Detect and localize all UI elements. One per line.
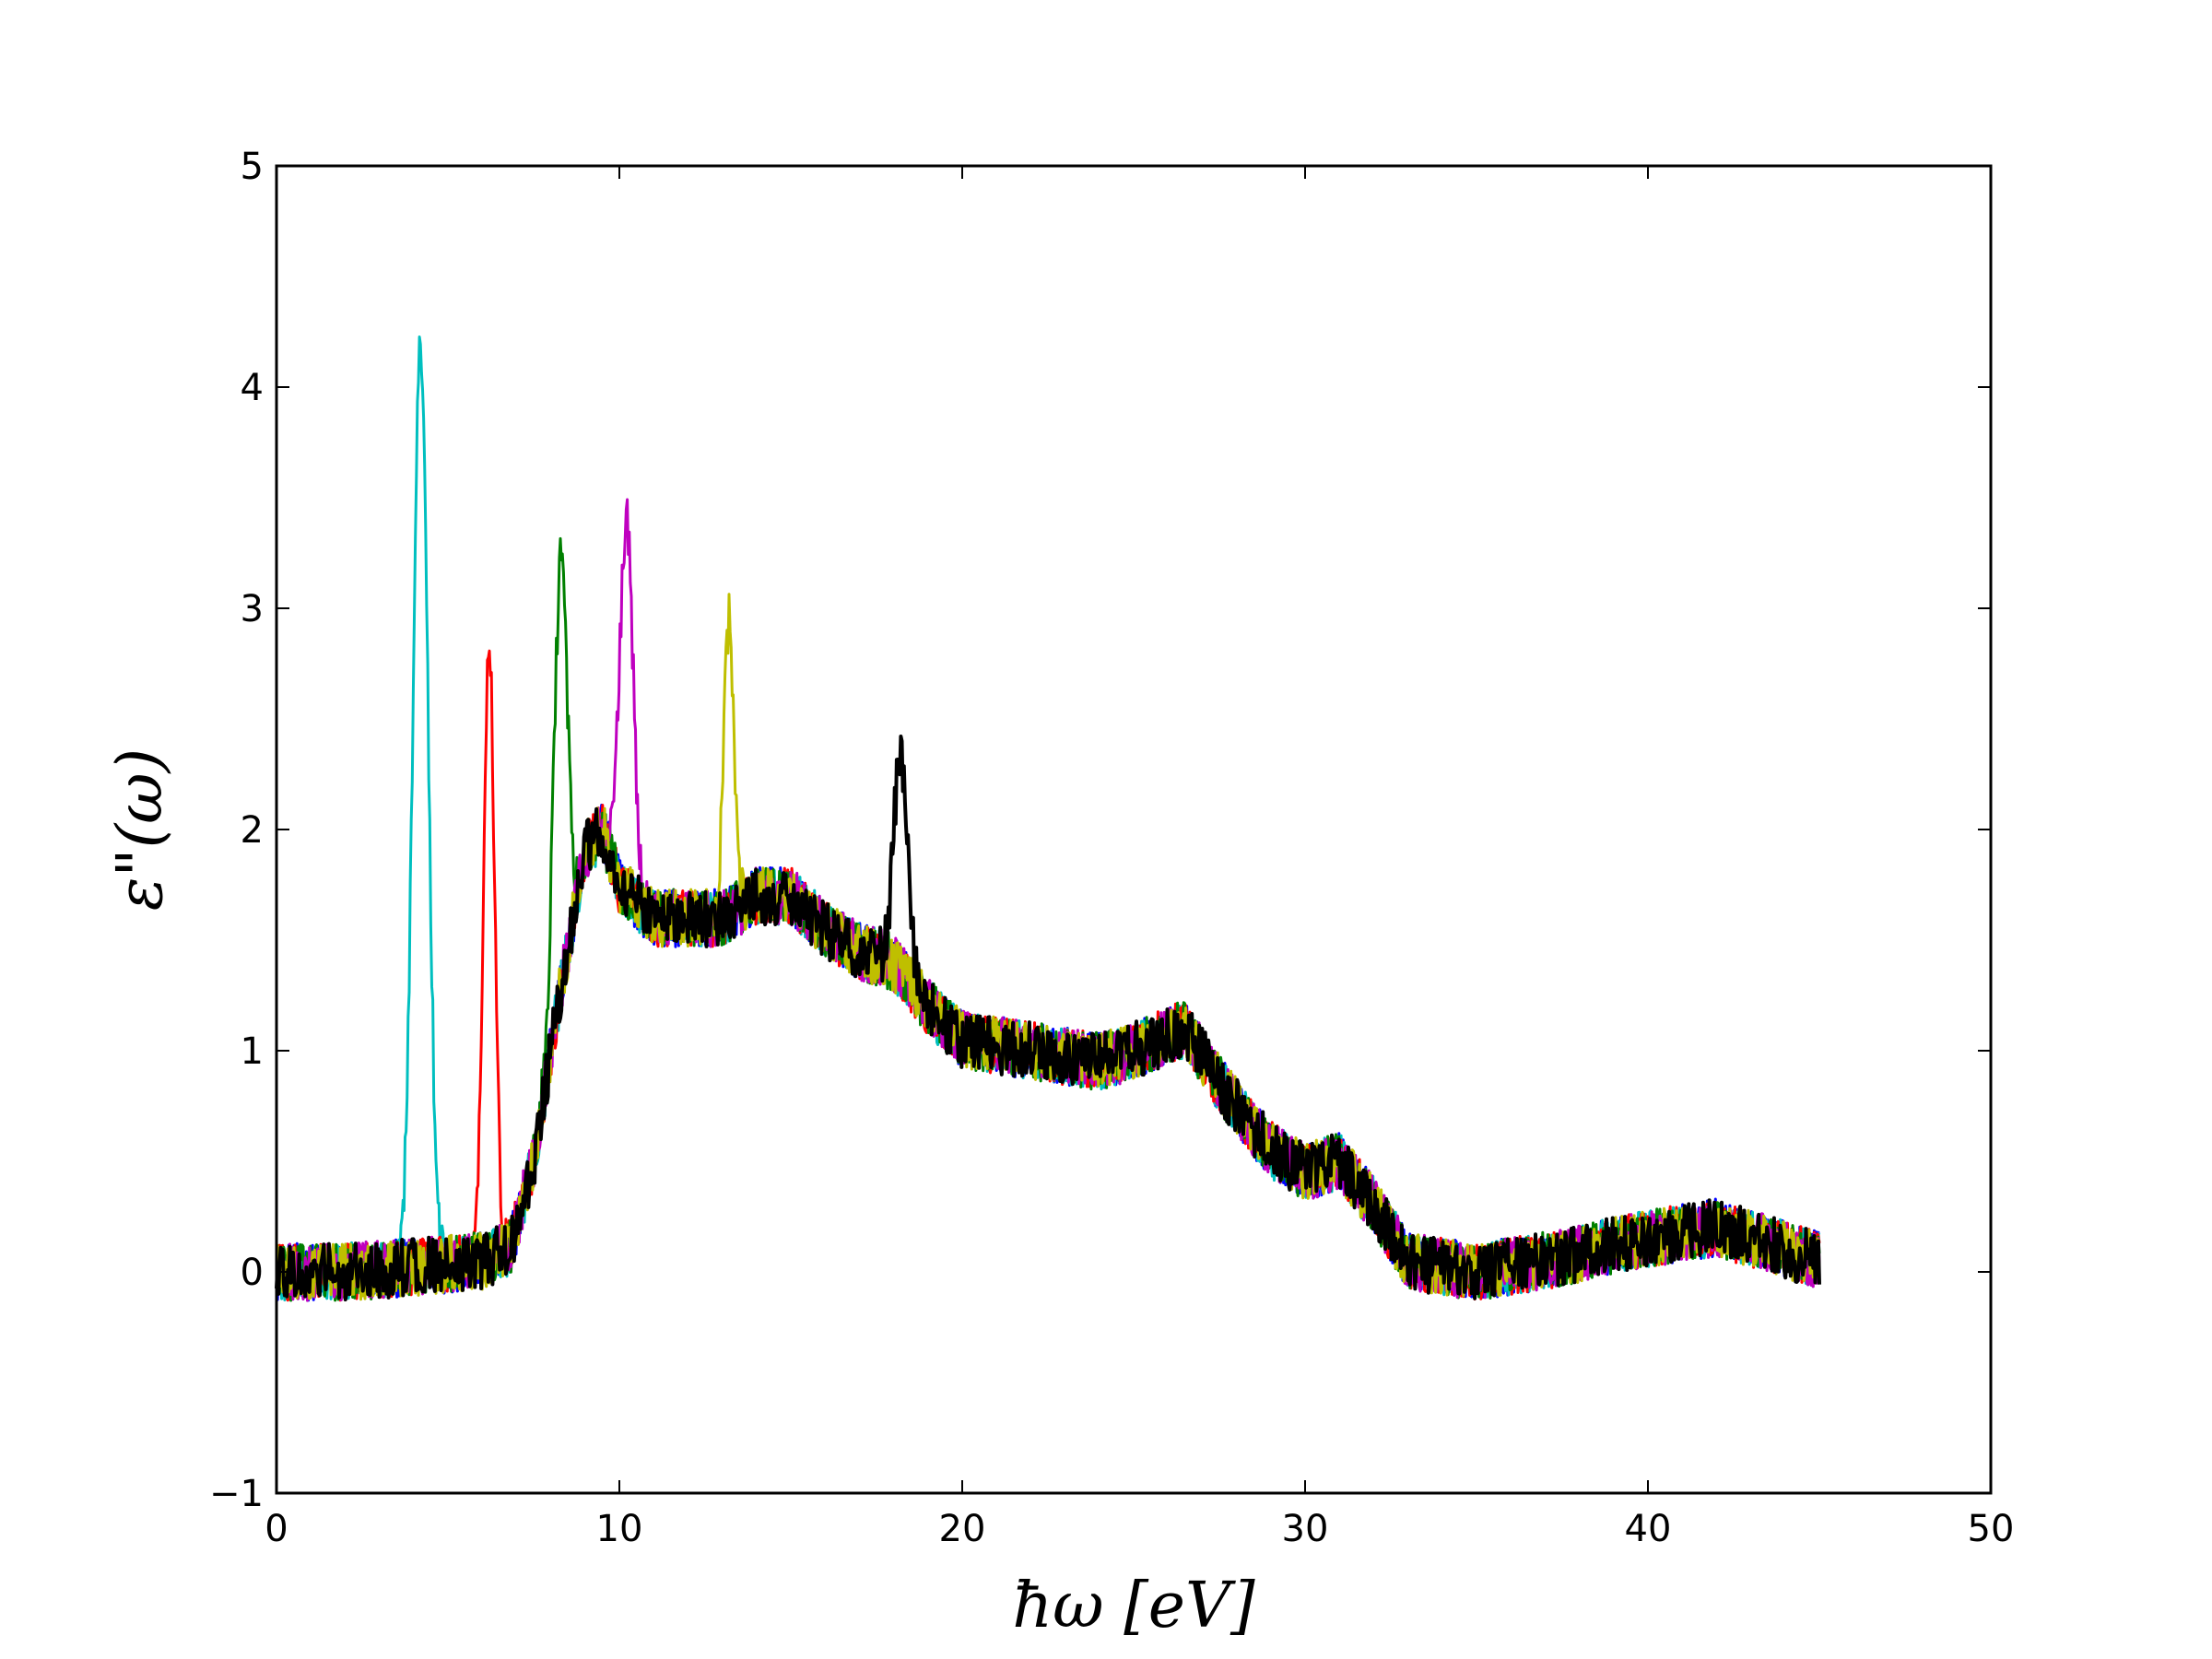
y-axis-label: ε"(ω) — [104, 748, 177, 911]
series-line-2 — [275, 649, 1821, 1302]
series-line-6 — [275, 735, 1821, 1301]
x-tick-label: 30 — [1282, 1508, 1329, 1550]
series-line-5 — [275, 593, 1821, 1301]
y-tick-label: 4 — [241, 367, 264, 409]
x-tick-label: 40 — [1625, 1508, 1672, 1550]
x-tick-label: 10 — [596, 1508, 643, 1550]
series-line-4 — [275, 498, 1821, 1302]
y-tick-label: 2 — [241, 809, 264, 852]
x-tick-label: 50 — [1968, 1508, 2015, 1550]
x-tick-label: 20 — [939, 1508, 986, 1550]
x-axis-label: ħω [eV] — [1012, 1570, 1255, 1642]
y-tick-label: 5 — [241, 146, 264, 188]
plot-frame — [275, 164, 1993, 1495]
ticks-layer — [276, 165, 1992, 1494]
x-tick-label: 0 — [265, 1508, 288, 1550]
y-tick-label: 0 — [241, 1252, 264, 1294]
y-tick-labels: −1 0 1 2 3 4 5 — [209, 146, 264, 1515]
series-layer — [275, 335, 1821, 1302]
x-tick-labels: 0 10 20 30 40 50 — [265, 1508, 2014, 1550]
y-tick-label: 3 — [241, 588, 264, 630]
y-tick-label: −1 — [209, 1473, 264, 1515]
y-tick-label: 1 — [241, 1030, 264, 1073]
series-line-3 — [275, 536, 1821, 1302]
series-line-1 — [275, 335, 1821, 1301]
